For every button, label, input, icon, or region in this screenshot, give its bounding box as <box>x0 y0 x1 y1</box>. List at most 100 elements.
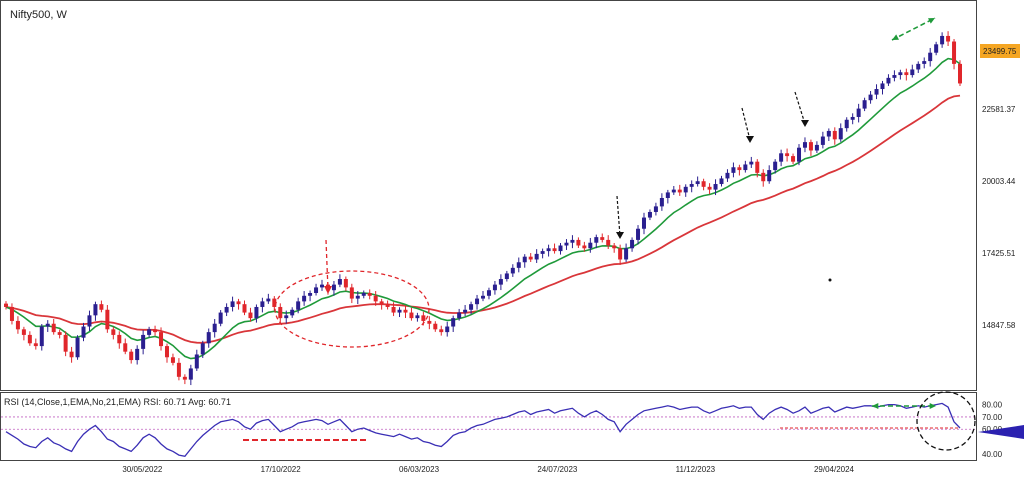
black-arrow-shaft <box>741 107 751 141</box>
candle-body <box>314 287 319 293</box>
candle <box>540 248 545 259</box>
candle-body <box>397 309 402 313</box>
candle-body <box>916 63 921 70</box>
candle-body <box>802 142 807 148</box>
candle-body <box>934 44 939 53</box>
candle-body <box>63 334 68 352</box>
candle <box>15 316 20 334</box>
candle <box>123 338 128 355</box>
candle-body <box>892 75 897 78</box>
candle <box>558 242 563 255</box>
candle <box>516 257 521 273</box>
candle-body <box>296 301 301 310</box>
candle-body <box>403 309 408 313</box>
candle-body <box>958 63 962 84</box>
candle-body <box>57 332 62 335</box>
candle-body <box>93 304 98 316</box>
candle-body <box>713 184 718 190</box>
candle <box>618 244 623 265</box>
candle <box>99 300 104 313</box>
candle-body <box>582 245 587 249</box>
candle-body <box>546 248 551 252</box>
candle <box>242 300 247 316</box>
candle <box>176 358 181 381</box>
candle <box>952 39 957 70</box>
candle-body <box>218 312 223 324</box>
candle-body <box>135 348 140 361</box>
candle-body <box>791 156 796 162</box>
candle <box>63 331 68 357</box>
candle <box>9 303 14 325</box>
green-double-arrows <box>872 17 936 409</box>
candle-body <box>570 239 575 243</box>
last-price-badge <box>980 44 1020 58</box>
candle-body <box>755 161 760 173</box>
candle-body <box>290 309 295 316</box>
candle <box>683 184 688 197</box>
candle <box>290 307 295 318</box>
candle-body <box>75 337 80 358</box>
candle-body <box>343 279 348 288</box>
candle <box>75 335 80 360</box>
candle-body <box>27 334 32 344</box>
rsi-panel-frame <box>0 392 977 461</box>
candle-body <box>940 35 945 45</box>
green-arrow-head <box>929 403 936 409</box>
candle-body <box>695 181 700 185</box>
candle-body <box>266 298 271 302</box>
candle-body <box>385 304 390 307</box>
candle-body <box>743 164 748 171</box>
candle-body <box>415 315 420 319</box>
candle-body <box>457 312 462 319</box>
candle-body <box>427 320 432 324</box>
candle-body <box>469 304 474 310</box>
candle-body <box>850 116 855 120</box>
price-tick-label: 17425.51 <box>982 249 1016 258</box>
candle <box>916 61 921 73</box>
candle <box>39 324 44 351</box>
candle-body <box>141 334 146 349</box>
candle <box>93 301 98 321</box>
candle <box>248 307 253 322</box>
candle <box>647 209 652 221</box>
candle-body <box>725 172 730 179</box>
candle-body <box>230 301 235 307</box>
candle-body <box>826 130 831 137</box>
candle <box>904 68 909 81</box>
candle <box>528 253 533 262</box>
candle-body <box>880 83 885 90</box>
candle-body <box>898 72 903 76</box>
candle <box>129 349 134 364</box>
candle <box>337 274 342 288</box>
candle <box>940 32 945 48</box>
date-tick-label: 29/04/2024 <box>814 465 855 474</box>
candle-body <box>856 108 861 117</box>
candle <box>21 326 26 341</box>
black-arrow-shaft <box>794 91 806 125</box>
candle <box>510 264 515 277</box>
candle <box>779 149 784 167</box>
ema-slow-path <box>5 94 961 344</box>
candle-body <box>254 306 259 319</box>
date-tick-label: 24/07/2023 <box>537 465 578 474</box>
candle <box>677 184 682 196</box>
candle-body <box>236 301 241 305</box>
rsi-tick-label: 60.00 <box>982 425 1003 434</box>
candle-body <box>278 306 283 319</box>
candle-body <box>355 295 360 299</box>
candle <box>206 328 211 348</box>
candle <box>832 127 837 145</box>
rsi-tick-label: 70.00 <box>982 413 1003 422</box>
candle <box>266 293 271 304</box>
candle-body <box>224 306 229 313</box>
candle <box>761 169 766 187</box>
candle <box>409 307 414 321</box>
candle-body <box>421 315 426 321</box>
candle <box>373 291 378 306</box>
candle-body <box>630 239 635 249</box>
candle-body <box>308 293 313 296</box>
candle-body <box>272 298 277 307</box>
candle <box>439 325 444 336</box>
candle <box>51 318 56 335</box>
